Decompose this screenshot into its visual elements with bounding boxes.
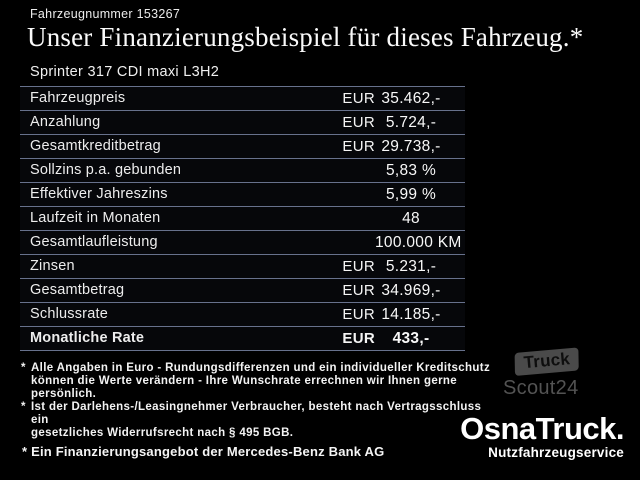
osnatruck-logo: OsnaTruck. Nutzfahrzeugservice <box>460 411 624 461</box>
row-label: Laufzeit in Monaten <box>30 210 161 226</box>
truckscout-badge-icon: Truck <box>514 347 580 376</box>
vehicle-number: Fahrzeugnummer 153267 <box>30 7 181 21</box>
footnote-text: Alle Angaben in Euro - Rundungsdifferenz… <box>31 362 491 400</box>
vehicle-model: Sprinter 317 CDI maxi L3H2 <box>30 64 220 80</box>
row-value: 34.969,- <box>381 282 441 299</box>
row-label: Gesamtlaufleistung <box>30 234 158 250</box>
footnote-marker: * <box>21 362 26 374</box>
table-row: Zinsen EUR 5.231,- <box>20 254 465 278</box>
row-value: 35.462,- <box>381 90 441 107</box>
row-currency: EUR <box>342 282 375 299</box>
table-row: Monatliche Rate EUR 433,- <box>20 326 465 351</box>
table-row: Gesamtlaufleistung 100.000 KM <box>20 230 465 254</box>
table-row: Laufzeit in Monaten 48 <box>20 206 465 230</box>
footnote-item: * Ist der Darlehens-/Leasingnehmer Verbra… <box>21 401 491 440</box>
row-label: Fahrzeugpreis <box>30 90 126 106</box>
truckscout24-logo: Truck Scout24 <box>503 347 623 400</box>
row-value: 29.738,- <box>381 138 441 155</box>
row-label: Gesamtkreditbetrag <box>30 138 161 154</box>
table-row: Sollzins p.a. gebunden 5,83 % <box>20 158 465 182</box>
table-row: Schlussrate EUR 14.185,- <box>20 302 465 326</box>
table-row: Fahrzeugpreis EUR 35.462,- <box>20 86 465 110</box>
row-value: 433,- <box>392 330 430 347</box>
page-title: Unser Finanzierungsbeispiel für dieses F… <box>27 22 584 52</box>
footnote-marker: * <box>21 401 26 413</box>
row-label: Sollzins p.a. gebunden <box>30 162 182 178</box>
footnote-item: * Alle Angaben in Euro - Rundungsdifferen… <box>21 362 491 401</box>
row-currency: EUR <box>342 90 375 107</box>
row-label: Anzahlung <box>30 114 101 130</box>
osnatruck-wordmark: OsnaTruck. <box>460 411 624 446</box>
table-row: Gesamtbetrag EUR 34.969,- <box>20 278 465 302</box>
row-value: 5,99 % <box>385 186 437 203</box>
osnatruck-tagline: Nutzfahrzeugservice <box>488 445 624 460</box>
row-value: 48 <box>402 210 420 227</box>
row-label: Effektiver Jahreszins <box>30 186 168 202</box>
row-label: Zinsen <box>30 258 75 274</box>
footnote-text: Ist der Darlehens-/Leasingnehmer Verbrau… <box>31 401 482 439</box>
row-value: 14.185,- <box>381 306 441 323</box>
row-value: 100.000 KM <box>375 234 462 251</box>
truckscout-badge-label: Truck <box>522 349 571 373</box>
table-row: Gesamtkreditbetrag EUR 29.738,- <box>20 134 465 158</box>
row-currency: EUR <box>342 306 375 323</box>
row-label: Monatliche Rate <box>30 330 145 346</box>
table-row: Effektiver Jahreszins 5,99 % <box>20 182 465 206</box>
row-currency: EUR <box>342 330 375 347</box>
row-value: 5.231,- <box>385 258 437 275</box>
financing-provider-note: * Ein Finanzierungsangebot der Mercedes-… <box>22 444 385 459</box>
row-currency: EUR <box>342 138 375 155</box>
row-currency: EUR <box>342 114 375 131</box>
row-value: 5,83 % <box>385 162 437 179</box>
row-label: Schlussrate <box>30 306 108 322</box>
table-row: Anzahlung EUR 5.724,- <box>20 110 465 134</box>
row-currency: EUR <box>342 258 375 275</box>
finance-table: Fahrzeugpreis EUR 35.462,- Anzahlung EUR 5.72… <box>20 86 465 351</box>
truckscout-wordmark: Scout24 <box>503 377 579 399</box>
row-label: Gesamtbetrag <box>30 282 125 298</box>
footnotes: * Alle Angaben in Euro - Rundungsdifferen… <box>21 362 491 440</box>
row-value: 5.724,- <box>385 114 437 131</box>
